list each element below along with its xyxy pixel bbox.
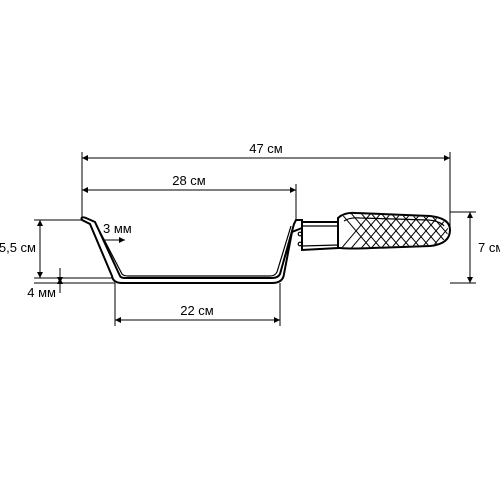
dim-handle-height-label: 7 см	[478, 240, 500, 255]
dim-base-thickness-label: 4 мм	[27, 285, 56, 300]
dim-top-width-label: 28 см	[172, 173, 206, 188]
dim-bottom-width-label: 22 см	[180, 303, 214, 318]
dim-overall-length-label: 47 см	[249, 141, 283, 156]
dim-wall-thickness: 3 мм	[99, 221, 132, 240]
dim-wall-thickness-label: 3 мм	[103, 221, 132, 236]
dim-bottom-width: 22 см	[115, 283, 280, 326]
pan-handle	[302, 212, 460, 252]
dim-pan-height-label: 5,5 см	[0, 240, 36, 255]
dim-top-width: 28 см	[82, 173, 296, 220]
dim-handle-height: 7 см	[450, 212, 500, 283]
pan-diagram: 47 см 28 см 7 см 5,5 см 4 мм 3 мм 22	[0, 0, 500, 500]
